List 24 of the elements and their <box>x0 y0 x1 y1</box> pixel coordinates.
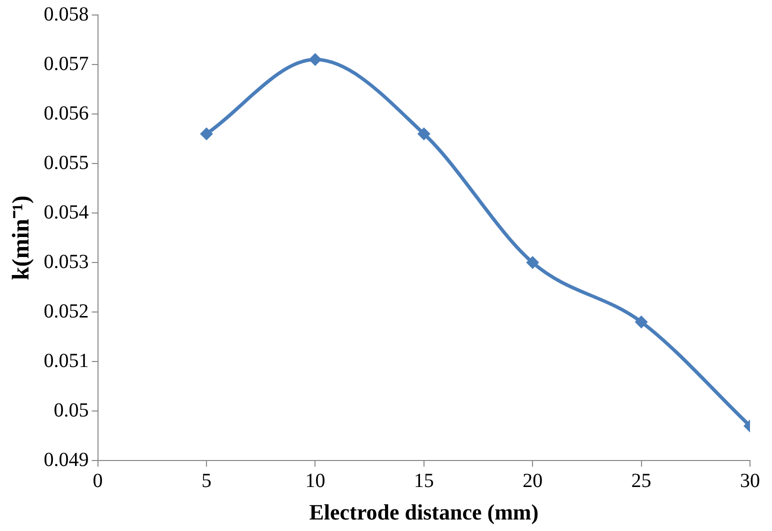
x-tick-label: 30 <box>740 470 760 492</box>
y-tick-label: 0.052 <box>44 300 89 322</box>
y-tick-label: 0.05 <box>54 399 89 422</box>
point <box>634 315 648 328</box>
x-tick-label: 0 <box>92 470 103 492</box>
y-tick-label: 0.058 <box>44 3 89 26</box>
point <box>417 127 430 140</box>
y-tick-label: 0.049 <box>44 448 89 471</box>
x-axis-title: Electrode distance (mm) <box>309 499 539 524</box>
y-tick-label: 0.051 <box>44 350 89 372</box>
point <box>308 53 322 66</box>
y-tick-label: 0.056 <box>44 102 89 124</box>
y-tick-label: 0.055 <box>44 152 89 174</box>
point <box>526 256 540 270</box>
point <box>200 127 213 140</box>
x-tick-label: 5 <box>202 470 212 492</box>
x-tick-label: 10 <box>305 470 326 492</box>
x-tick-label: 25 <box>631 470 652 492</box>
y-tick-label: 0.053 <box>44 250 89 273</box>
y-tick-label: 0.057 <box>44 52 89 75</box>
x-tick-label: 20 <box>522 470 543 492</box>
x-tick-label: 15 <box>414 470 434 492</box>
y-tick-label: 0.054 <box>44 201 89 224</box>
y-axis-title: k(min⁻¹) <box>8 196 35 280</box>
